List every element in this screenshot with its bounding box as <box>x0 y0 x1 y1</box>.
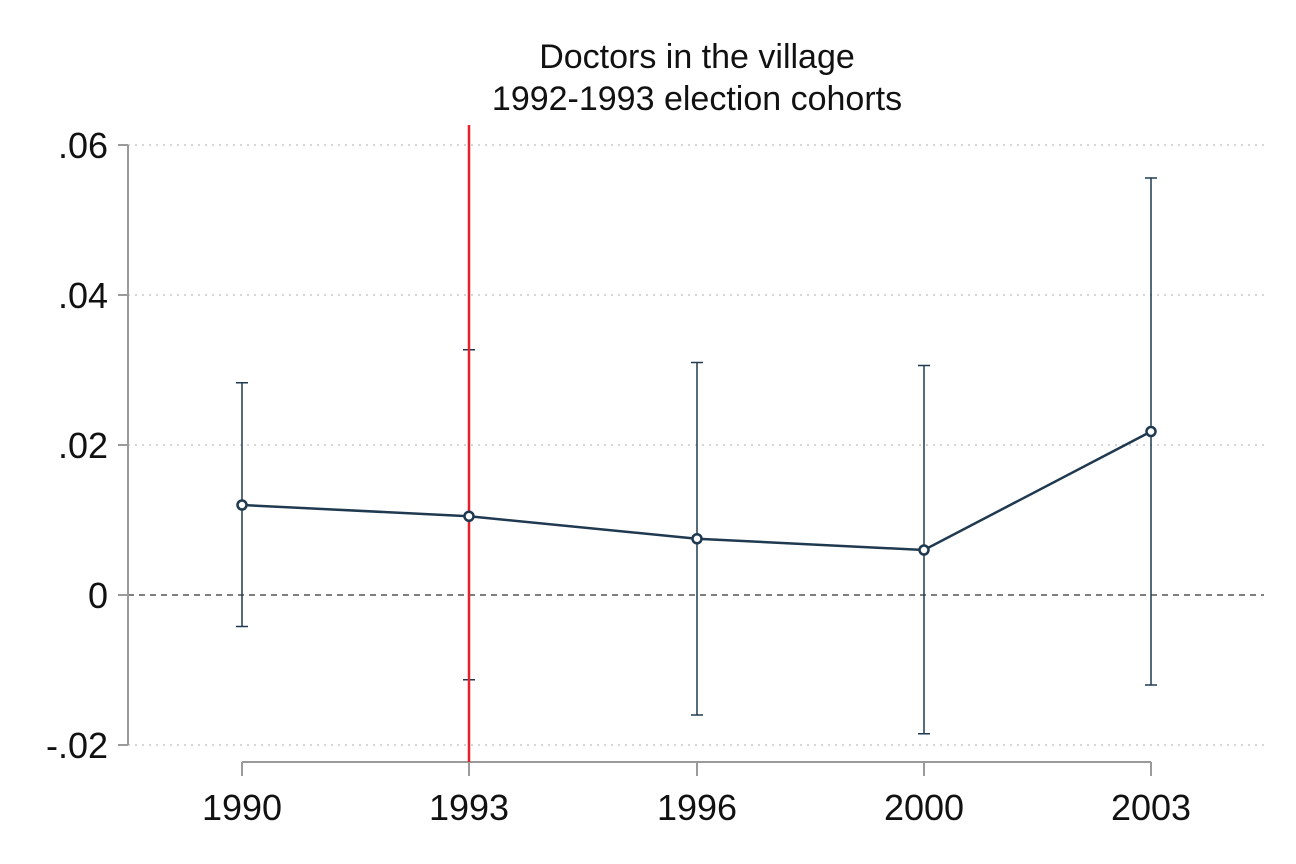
data-point <box>236 499 248 511</box>
y-tick-label: .06 <box>58 125 108 166</box>
data-point <box>463 510 475 522</box>
data-point <box>918 544 930 556</box>
x-tick-label: 1996 <box>657 787 737 828</box>
data-point <box>691 533 703 545</box>
chart-title: Doctors in the village <box>539 38 855 76</box>
x-tick-label: 1990 <box>202 787 282 828</box>
y-tick-label: .02 <box>58 425 108 466</box>
y-tick-label: .04 <box>58 275 108 316</box>
y-tick-label: 0 <box>88 575 108 616</box>
chart-subtitle: 1992-1993 election cohorts <box>492 80 902 118</box>
x-tick-label: 2000 <box>884 787 964 828</box>
y-tick-label: -.02 <box>46 725 108 766</box>
x-tick-label: 2003 <box>1111 787 1191 828</box>
data-point <box>1145 425 1157 438</box>
x-tick-label: 1993 <box>429 787 509 828</box>
